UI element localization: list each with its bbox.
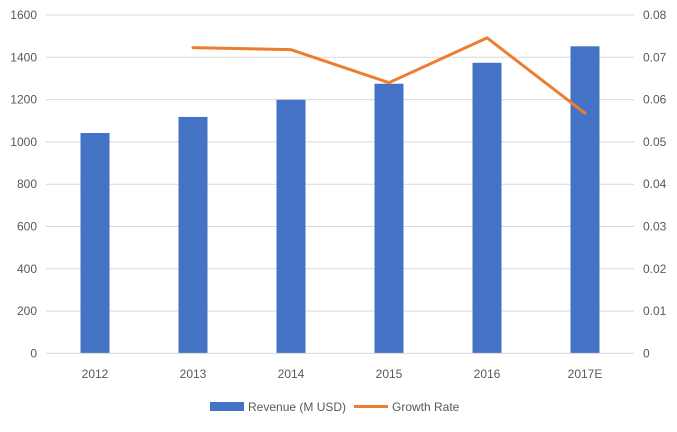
right-tick-label: 0.04 — [643, 177, 667, 191]
left-tick-label: 1000 — [10, 135, 37, 149]
right-axis-ticks: 0 0.01 0.02 0.03 0.04 0.05 0.06 0.07 0.08 — [643, 8, 667, 360]
left-axis-ticks: 0 200 400 600 800 1000 1200 1400 1600 — [10, 8, 37, 360]
right-tick-label: 0.07 — [643, 50, 667, 64]
x-tick-label: 2015 — [376, 367, 403, 381]
x-tick-label: 2014 — [278, 367, 305, 381]
revenue-bar-2012 — [81, 133, 110, 353]
right-tick-label: 0.05 — [643, 135, 667, 149]
x-tick-label: 2013 — [180, 367, 207, 381]
x-tick-label: 2017E — [568, 367, 603, 381]
gridlines — [46, 15, 634, 311]
left-tick-label: 600 — [17, 220, 37, 234]
right-tick-label: 0.01 — [643, 304, 667, 318]
legend-label-revenue: Revenue (M USD) — [248, 400, 346, 414]
revenue-bar-2017E — [571, 46, 600, 353]
right-tick-label: 0.06 — [643, 93, 667, 107]
x-axis-labels: 2012 2013 2014 2015 2016 2017E — [82, 367, 603, 381]
legend-swatch-revenue — [210, 402, 244, 411]
right-tick-label: 0 — [643, 346, 650, 360]
left-tick-label: 1400 — [10, 50, 37, 64]
x-tick-label: 2012 — [82, 367, 109, 381]
right-tick-label: 0.02 — [643, 262, 667, 276]
left-tick-label: 0 — [30, 346, 37, 360]
left-tick-label: 800 — [17, 177, 37, 191]
revenue-bars — [81, 46, 600, 353]
legend: Revenue (M USD) Growth Rate — [210, 400, 460, 414]
right-tick-label: 0.03 — [643, 220, 667, 234]
right-tick-label: 0.08 — [643, 8, 667, 22]
x-tick-label: 2016 — [474, 367, 501, 381]
left-tick-label: 1200 — [10, 93, 37, 107]
legend-label-growth: Growth Rate — [392, 400, 460, 414]
left-tick-label: 1600 — [10, 8, 37, 22]
left-tick-label: 200 — [17, 304, 37, 318]
left-tick-label: 400 — [17, 262, 37, 276]
revenue-bar-2013 — [179, 117, 208, 353]
revenue-bar-2016 — [473, 63, 502, 354]
revenue-bar-2015 — [375, 84, 404, 354]
revenue-bar-2014 — [277, 100, 306, 354]
